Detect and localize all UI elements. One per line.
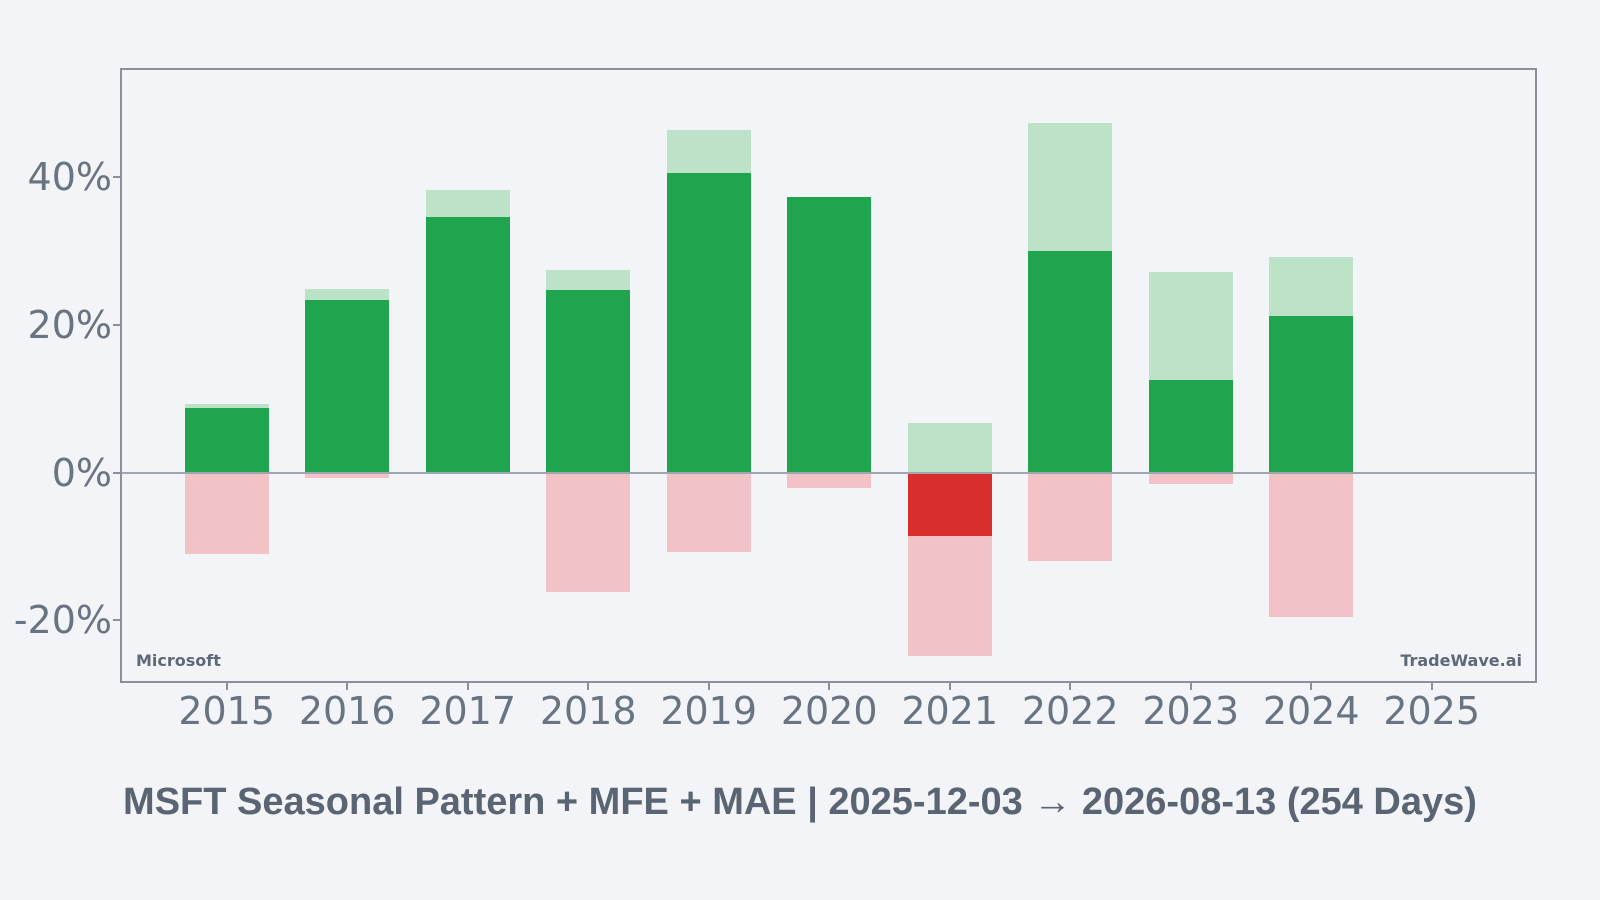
x-tick-label-2017: 2017: [419, 689, 517, 733]
bar-mae-2024: [1269, 472, 1354, 618]
x-tick-label-2019: 2019: [660, 689, 758, 733]
bar-close-2015: [184, 407, 269, 473]
y-tick-label-40: 40%: [27, 155, 112, 200]
bar-close-2024: [1269, 316, 1354, 473]
x-tick-label-2020: 2020: [780, 689, 878, 733]
bar-close-2020: [787, 197, 872, 473]
y-tick-mark: [113, 619, 120, 622]
y-tick-label-0: 0%: [51, 450, 112, 495]
x-tick-label-2015: 2015: [178, 689, 276, 733]
x-tick-mark: [707, 683, 710, 690]
zero-line: [122, 471, 1535, 474]
x-tick-mark: [466, 683, 469, 690]
x-tick-label-2016: 2016: [298, 689, 396, 733]
x-tick-mark: [828, 683, 831, 690]
x-tick-mark: [1430, 683, 1433, 690]
bar-mae-2015: [184, 472, 269, 554]
bar-close-2016: [305, 299, 390, 473]
x-tick-label-2025: 2025: [1383, 689, 1481, 733]
x-tick-mark: [346, 683, 349, 690]
x-tick-mark: [587, 683, 590, 690]
x-tick-label-2021: 2021: [901, 689, 999, 733]
plot-area: Microsoft TradeWave.ai: [120, 68, 1537, 683]
x-tick-mark: [948, 683, 951, 690]
y-tick-label-20: 20%: [27, 302, 112, 347]
bar-close-2023: [1148, 380, 1233, 473]
x-tick-label-2022: 2022: [1021, 689, 1119, 733]
bar-mae-2023: [1148, 472, 1233, 484]
x-tick-label-2024: 2024: [1262, 689, 1360, 733]
bar-mae-2020: [787, 472, 872, 489]
x-tick-mark: [1189, 683, 1192, 690]
y-tick-label--20: -20%: [13, 598, 112, 643]
x-tick-label-2018: 2018: [539, 689, 637, 733]
bar-close-2019: [666, 173, 751, 473]
bar-close-2017: [425, 217, 510, 473]
x-tick-mark: [1310, 683, 1313, 690]
y-tick-mark: [113, 176, 120, 179]
bar-mae-2018: [546, 472, 631, 592]
bar-mae-2016: [305, 472, 390, 478]
chart-title: MSFT Seasonal Pattern + MFE + MAE | 2025…: [123, 781, 1477, 823]
x-tick-mark: [225, 683, 228, 690]
bar-close-2022: [1028, 251, 1113, 473]
y-tick-mark: [113, 471, 120, 474]
bar-close-2021: [907, 472, 992, 537]
bar-mfe-2021: [907, 423, 992, 473]
bar-close-2018: [546, 290, 631, 473]
bar-mae-2019: [666, 472, 751, 552]
x-tick-label-2023: 2023: [1142, 689, 1240, 733]
y-tick-mark: [113, 323, 120, 326]
watermark-tradewave: TradeWave.ai: [1400, 651, 1522, 670]
x-tick-mark: [1069, 683, 1072, 690]
watermark-microsoft: Microsoft: [136, 651, 221, 670]
bar-mae-2022: [1028, 472, 1113, 562]
